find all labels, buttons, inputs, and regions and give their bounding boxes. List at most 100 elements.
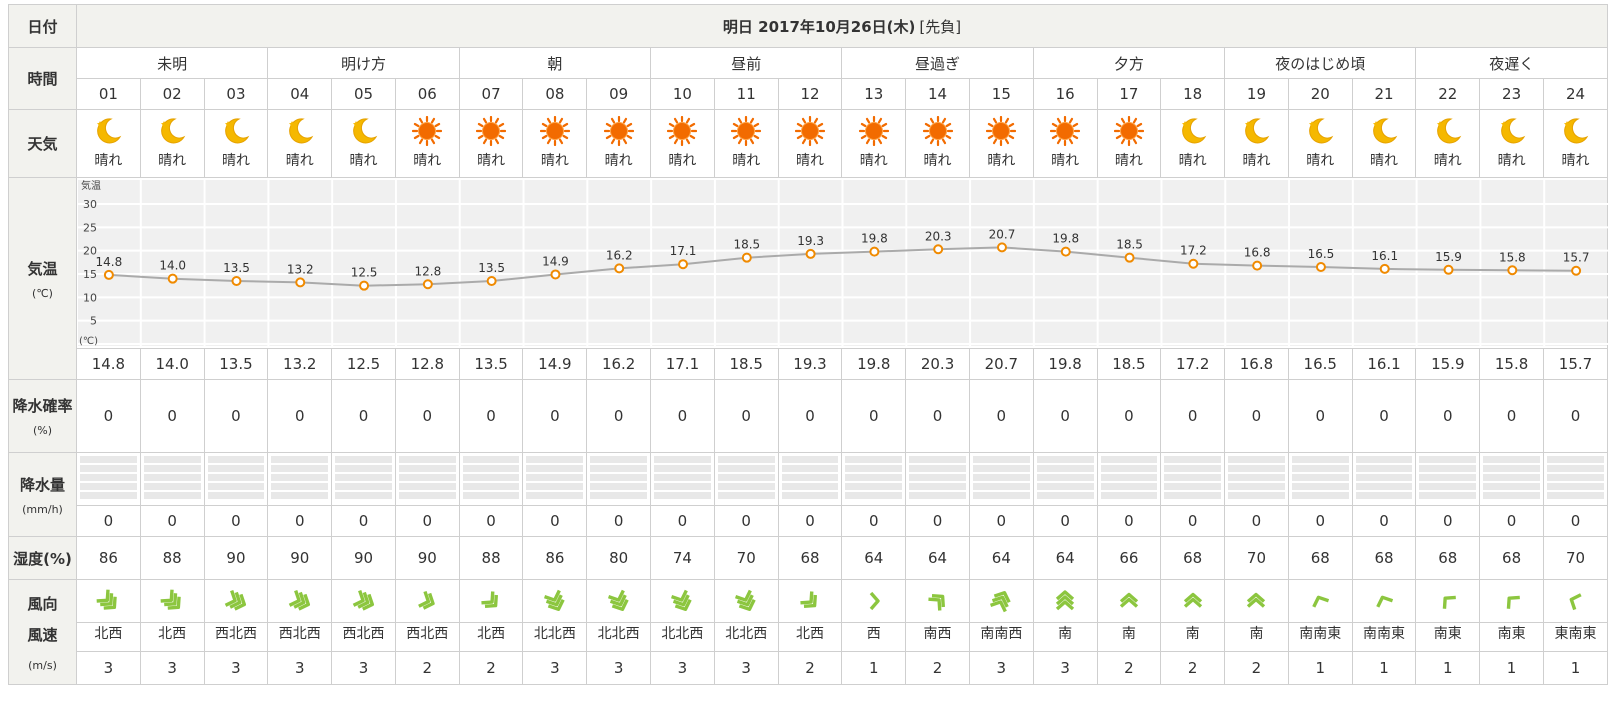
wind-dir-value: 北北西	[586, 622, 652, 652]
humidity-value: 86	[76, 536, 141, 580]
wind-dir-value: 南	[1160, 622, 1226, 652]
precip-prob-value: 0	[1542, 379, 1609, 453]
precip-bar-cell	[1287, 452, 1353, 506]
wind-speed-value: 3	[76, 651, 141, 685]
precip-bar	[1036, 456, 1094, 500]
temp-value: 20.7	[968, 348, 1034, 380]
humidity-value: 90	[267, 536, 333, 580]
weather-text: 晴れ	[158, 153, 187, 169]
precip-prob-value: 0	[394, 379, 460, 453]
wind-speed-value: 3	[203, 651, 269, 685]
precip-prob-label-text: 降水確率	[12, 397, 73, 415]
humidity-value: 68	[1479, 536, 1544, 580]
temp-value: 19.8	[841, 348, 907, 380]
temp-chart: 気温 30 25 20 15 10 5 (℃) 14.8 14.0 13.5 13.2 12.5 12.8…	[76, 177, 1608, 349]
precip-bar-cell	[1096, 452, 1162, 506]
precip-prob-value: 0	[650, 379, 715, 453]
sun-icon	[794, 116, 825, 146]
wind-dir-value: 西	[841, 622, 907, 652]
humidity-value: 86	[522, 536, 588, 580]
wind-arrow-icon	[288, 590, 310, 611]
hour-cell: 17	[1096, 78, 1162, 110]
wind-icon-cell	[203, 579, 269, 623]
wind-speed-value: 2	[777, 651, 843, 685]
precip-prob-value: 0	[841, 379, 907, 453]
wind-icon-cell	[841, 579, 907, 623]
wind-icon-cell	[1032, 579, 1098, 623]
precip-amt-value: 0	[394, 505, 460, 537]
chart-column-bg	[971, 180, 1033, 346]
wind-dir-value: 南西	[905, 622, 970, 652]
date-label: 日付	[8, 4, 77, 48]
hour-cell: 20	[1287, 78, 1353, 110]
chart-point	[359, 280, 370, 291]
temp-value: 17.2	[1160, 348, 1226, 380]
weather-text: 晴れ	[1433, 153, 1462, 169]
chart-data-label: 15.8	[1499, 250, 1526, 264]
temp-chart-svg: 気温 30 25 20 15 10 5 (℃) 14.8 14.0 13.5 13.2 12.5 12.8…	[77, 179, 1608, 347]
precip-bar-cell	[522, 452, 588, 506]
wind-speed-value: 1	[1415, 651, 1481, 685]
temp-value: 15.8	[1479, 348, 1544, 380]
precip-amt-value: 0	[522, 505, 588, 537]
precip-amt-value: 0	[331, 505, 396, 537]
hour-cell: 19	[1224, 78, 1289, 110]
wind-dir-value: 南	[1096, 622, 1162, 652]
moon-icon	[97, 118, 122, 144]
wind-speed-value: 1	[1351, 651, 1417, 685]
wind-arrow-icon	[800, 591, 817, 608]
wind-icon-cell	[650, 579, 715, 623]
sun-icon	[603, 116, 634, 146]
wind-speed-value: 3	[713, 651, 779, 685]
precip-bar	[590, 456, 648, 500]
weather-cell: 晴れ	[458, 109, 524, 178]
date-text: 明日 2017年10月26日(木)	[722, 17, 916, 36]
wind-dir-value: 南	[1032, 622, 1098, 652]
precip-amt-value: 0	[139, 505, 205, 537]
precip-bar	[271, 456, 329, 500]
wind-speed-value: 3	[331, 651, 396, 685]
chart-column-bg	[1481, 180, 1544, 346]
temp-value: 15.9	[1415, 348, 1481, 380]
chart-data-label: 16.1	[1371, 249, 1398, 263]
wind-speed-value: 1	[1542, 651, 1609, 685]
weather-text: 晴れ	[1306, 153, 1335, 169]
temp-value: 12.8	[394, 348, 460, 380]
chart-data-label: 17.2	[1180, 244, 1207, 258]
chart-column-bg	[779, 180, 842, 346]
humidity-value: 80	[586, 536, 652, 580]
chart-point	[1188, 258, 1199, 269]
weather-cell: 晴れ	[394, 109, 460, 178]
wind-arrow-icon	[990, 590, 1012, 613]
wind-speed-value: 2	[1224, 651, 1289, 685]
wind-icons-row: 風向 風速 (m/s)	[8, 579, 1609, 685]
wind-icon-cell	[905, 579, 970, 623]
precip-bar-cell	[458, 452, 524, 506]
wind-speed-value: 3	[267, 651, 333, 685]
precip-prob-value: 0	[522, 379, 588, 453]
precip-bar	[1483, 456, 1540, 500]
precip-bar-cell	[968, 452, 1034, 506]
wind-speed-value: 2	[1160, 651, 1226, 685]
chart-point	[103, 269, 114, 280]
chart-ytick: 15	[83, 268, 97, 281]
temp-chart-row: 気温 (℃) 気温 30 25 20 15 10 5 (℃) 14.8 14.0 13.5 13.2 1…	[8, 177, 1608, 380]
precip-bar-cell	[905, 452, 970, 506]
wind-arrow-icon	[607, 589, 629, 612]
precip-prob-value: 0	[139, 379, 205, 453]
wind-dir-value: 南東	[1479, 622, 1544, 652]
wind-dir-label: 風向	[27, 594, 58, 613]
weather-cell: 晴れ	[650, 109, 715, 178]
wind-arrow-icon	[869, 591, 880, 611]
hours-row: 01 02 03 04 05 06 07 08 09 10 11 12 13 14 15 16 17 18 19 20…	[9, 78, 1609, 110]
temp-value: 12.5	[331, 348, 396, 380]
precip-prob-value: 0	[1287, 379, 1353, 453]
wind-icon-cell	[1096, 579, 1162, 623]
precip-prob-value: 0	[76, 379, 141, 453]
wind-speed-value: 3	[586, 651, 652, 685]
chart-data-label: 18.5	[1116, 238, 1143, 252]
weather-text: 晴れ	[413, 153, 442, 169]
moon-icon	[288, 118, 314, 144]
chart-column-bg	[205, 180, 268, 346]
chart-column-bg	[396, 180, 459, 346]
